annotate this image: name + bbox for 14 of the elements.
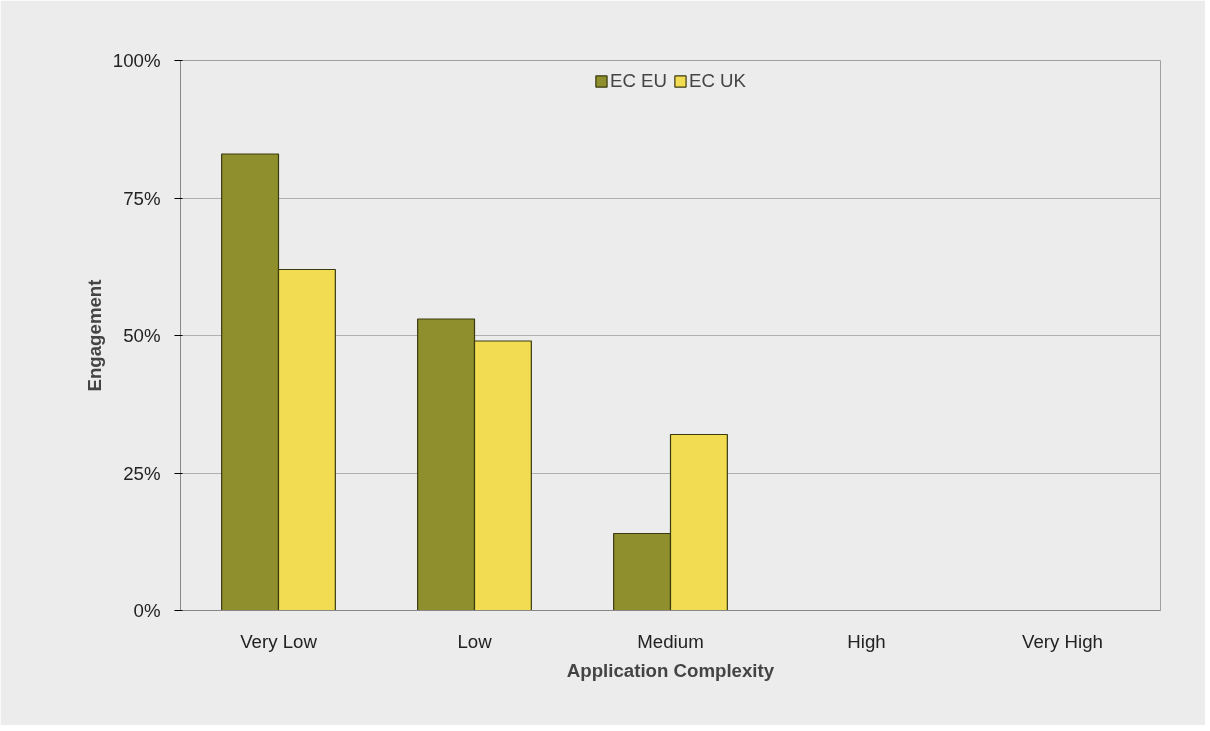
x-tick-label: High: [847, 630, 886, 652]
y-tick-label: 75%: [123, 187, 161, 209]
y-tick-label: 25%: [123, 462, 161, 484]
x-tick-label: Medium: [637, 630, 704, 652]
y-tick-label: 50%: [123, 325, 161, 346]
x-tick-label: Low: [457, 630, 493, 652]
x-tick-label: Very Low: [240, 630, 318, 652]
legend-label: EC EU: [609, 70, 667, 92]
y-tick-label: 100%: [112, 50, 161, 71]
legend-label: EC UK: [689, 70, 747, 92]
x-axis-title: Application Complexity: [566, 659, 775, 681]
x-tick-label: Very High: [1022, 630, 1103, 652]
y-axis-title: Engagement: [83, 279, 105, 392]
y-tick-label: 0%: [133, 600, 161, 621]
